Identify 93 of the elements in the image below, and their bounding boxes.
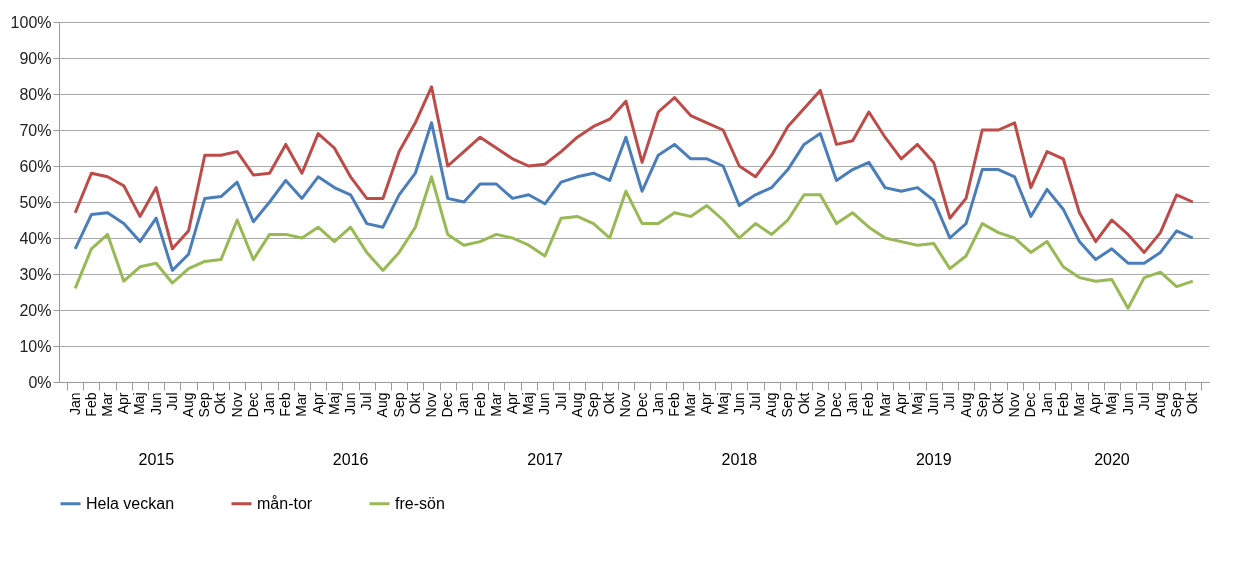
x-tick-label: Jul [1135,392,1152,411]
y-tick-label: 80% [19,85,52,103]
legend-label: mån-tor [257,494,313,512]
y-tick-label: 30% [19,265,52,283]
x-tick-label: Aug [763,392,780,418]
x-tick-label: Feb [82,392,99,417]
x-tick-label: Mar [487,392,504,417]
x-tick-label: Nov [811,392,828,418]
x-tick-label: Maj [325,392,342,416]
x-tick-label: Sep [973,392,990,418]
x-tick-label: Mar [99,392,116,417]
x-tick-label: Jun [536,392,553,416]
x-tick-label: Mar [1070,392,1087,417]
x-tick-label: Okt [601,392,618,415]
x-tick-label: Jul [163,392,180,411]
x-tick-label: Apr [115,392,132,415]
x-tick-label: Maj [1103,392,1120,416]
y-tick-label: 60% [19,157,52,175]
y-tick-label: 70% [19,121,52,139]
x-tick-label: Jul [746,392,763,411]
x-tick-label: Okt [212,392,229,415]
x-tick-label: Aug [1151,392,1168,418]
y-tick-label: 0% [28,373,52,391]
line-series [73,175,1195,310]
x-tick-label: Aug [180,392,197,418]
x-tick-label: Maj [520,392,537,416]
x-tick-label: Feb [665,392,682,417]
x-tick-label: Jan [66,392,83,416]
line-series [73,85,1195,254]
x-tick-label: Feb [860,392,877,417]
x-tick-label: Apr [1087,392,1104,415]
x-tick-label: Apr [504,392,521,415]
x-tick-label: Jan [1038,392,1055,416]
y-tick-label: 20% [19,301,52,319]
text: 2017 [527,451,563,468]
x-tick-label: Jan [455,392,472,416]
x-tick-label: Nov [617,392,634,418]
x-tick-label: Aug [957,392,974,418]
x-tick-label: Mar [293,392,310,417]
legend-label: fre-sön [395,494,445,512]
x-tick-label: Jul [941,392,958,411]
text: 2015 [138,451,175,468]
x-tick-label: Jun [925,392,942,416]
x-tick-label: Mar [876,392,893,417]
x-tick-label: Maj [131,392,148,416]
x-tick-label: Jan [649,392,666,416]
x-tick-label: Apr [698,392,715,415]
text: 2018 [721,451,758,468]
x-tick-label: Dec [1022,392,1039,418]
text: 2019 [915,451,952,468]
x-tick-label: Sep [196,392,213,418]
x-tick-label: Jan [844,392,861,416]
x-tick-label: Feb [1054,392,1071,417]
x-tick-label: Dec [244,392,261,418]
y-tick-label: 10% [19,337,52,355]
x-tick-label: Dec [827,392,844,418]
x-tick-label: Nov [1006,392,1023,418]
text: 2016 [332,451,369,468]
x-tick-label: Jun [342,392,359,416]
x-tick-label: Jun [730,392,747,416]
x-tick-label: Feb [277,392,294,417]
x-tick-label: Sep [585,392,602,418]
x-tick-label: Jul [552,392,569,411]
x-tick-label: Nov [423,392,440,418]
x-tick-label: Maj [908,392,925,416]
legend-label: Hela veckan [86,494,175,512]
x-tick-label: Sep [390,392,407,418]
x-tick-label: Aug [568,392,585,418]
x-tick-label: Dec [633,392,650,418]
y-tick-label: 90% [19,49,52,67]
x-tick-label: Nov [228,392,245,418]
x-tick-label: Okt [406,392,423,415]
x-tick-label: Sep [779,392,796,418]
y-tick-label: 40% [19,229,52,247]
x-tick-label: Jun [147,392,164,416]
x-tick-label: Sep [1168,392,1185,418]
x-tick-label: Jan [261,392,278,416]
x-tick-label: Maj [714,392,731,416]
x-tick-label: Feb [471,392,488,417]
text: 2020 [1094,451,1130,468]
x-tick-label: Jul [358,392,375,411]
x-tick-label: Okt [989,392,1006,415]
x-tick-label: Apr [309,392,326,415]
x-tick-label: Okt [1184,392,1201,415]
x-tick-label: Jun [1119,392,1136,416]
x-tick-label: Dec [439,392,456,418]
y-tick-label: 100% [10,13,52,31]
line-series [73,121,1195,272]
x-tick-label: Apr [892,392,909,415]
x-tick-label: Aug [374,392,391,418]
x-tick-label: Mar [682,392,699,417]
y-tick-label: 50% [19,193,52,211]
x-tick-label: Okt [795,392,812,415]
